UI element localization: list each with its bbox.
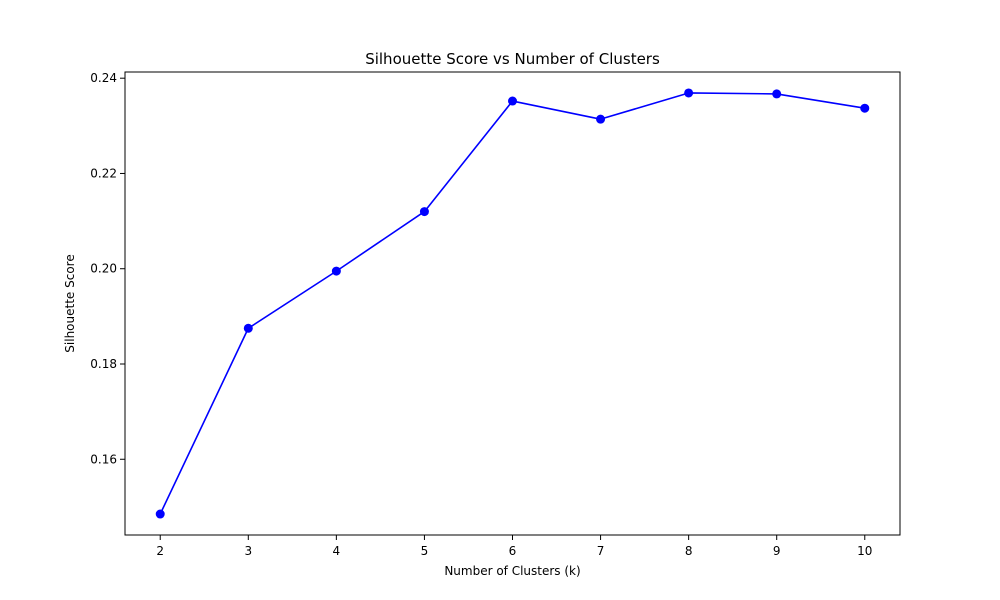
x-tick-label: 2 [156,544,164,558]
y-axis-ticks: 0.16 0.18 0.20 0.22 0.24 [90,71,125,466]
data-point [155,509,165,519]
data-point [508,96,517,106]
x-tick-label: 4 [333,544,341,558]
plot-area: 2 3 4 5 6 7 8 9 10 0.16 0.18 0.20 0.22 0.24 [90,71,901,558]
x-tick-label: 8 [685,544,693,558]
data-point [684,88,694,98]
x-tick-label: 9 [773,544,781,558]
x-tick-label: 5 [421,544,429,558]
data-point [419,207,429,217]
y-tick-label: 0.20 [90,262,117,276]
y-tick-label: 0.22 [90,166,117,180]
series-points [155,88,870,519]
x-axis-label: Number of Clusters (k) [444,564,580,578]
y-axis-label: Silhouette Score [63,254,77,352]
x-tick-label: 7 [597,544,605,558]
y-tick-label: 0.24 [90,71,117,85]
chart-title: Silhouette Score vs Number of Clusters [365,50,660,68]
data-point [860,103,870,113]
x-tick-label: 10 [857,544,872,558]
series-line [159,92,865,515]
x-tick-label: 6 [509,544,517,558]
series-lines [159,92,865,515]
data-point [596,114,606,124]
x-tick-label: 3 [244,544,252,558]
data-point [331,266,341,276]
x-axis-ticks: 2 3 4 5 6 7 8 9 10 [156,535,872,558]
plot-frame [124,71,901,536]
data-point [243,323,253,333]
y-tick-label: 0.16 [90,452,117,466]
y-tick-label: 0.18 [90,357,117,371]
data-point [772,89,782,99]
